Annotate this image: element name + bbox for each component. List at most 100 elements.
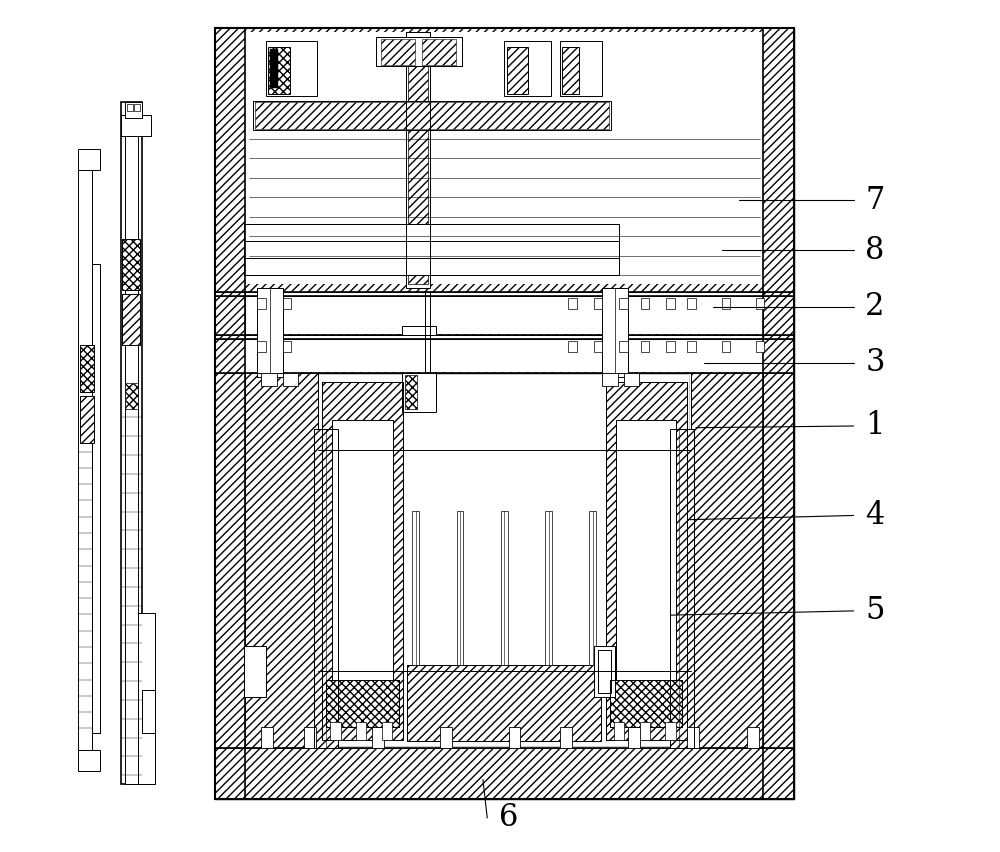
Bar	[666, 298, 675, 309]
Bar	[245, 373, 318, 748]
Bar	[407, 665, 601, 741]
Bar	[283, 341, 291, 352]
Bar	[215, 339, 794, 373]
Bar	[756, 341, 764, 352]
Bar	[283, 298, 291, 309]
Bar	[687, 341, 696, 352]
Bar	[507, 47, 528, 94]
Text: 8: 8	[865, 235, 885, 266]
Bar	[568, 298, 577, 309]
Bar	[330, 722, 341, 740]
Bar	[244, 646, 266, 697]
Bar	[722, 341, 730, 352]
Bar	[756, 298, 764, 309]
Bar	[255, 102, 609, 129]
Bar	[376, 37, 462, 66]
Bar	[619, 298, 628, 309]
Bar	[624, 373, 639, 386]
Text: 4: 4	[865, 500, 885, 531]
Bar	[304, 727, 316, 748]
Bar	[215, 28, 794, 799]
Bar	[406, 32, 430, 288]
Bar	[121, 102, 142, 784]
Bar	[747, 727, 759, 748]
Bar	[322, 382, 403, 740]
Bar	[215, 28, 794, 292]
Bar	[602, 288, 628, 377]
Bar	[127, 104, 133, 111]
Bar	[545, 511, 552, 665]
Text: 2: 2	[865, 291, 885, 322]
Bar	[670, 429, 694, 748]
Bar	[215, 28, 245, 799]
Bar	[257, 298, 266, 309]
Bar	[376, 37, 462, 66]
Bar	[215, 28, 245, 799]
Bar	[402, 373, 436, 412]
Bar	[687, 298, 696, 309]
Bar	[666, 341, 675, 352]
Bar	[244, 79, 764, 748]
Bar	[322, 382, 403, 740]
Bar	[504, 41, 551, 96]
Bar	[407, 665, 601, 741]
Bar	[381, 39, 415, 65]
Bar	[270, 49, 278, 88]
Bar	[318, 373, 691, 748]
Bar	[356, 722, 366, 740]
Bar	[598, 650, 611, 693]
Text: 6: 6	[499, 803, 518, 833]
Bar	[80, 396, 94, 443]
Bar	[319, 375, 689, 746]
Bar	[215, 296, 794, 335]
Bar	[319, 375, 689, 746]
Bar	[125, 102, 138, 784]
Bar	[610, 680, 682, 727]
Bar	[215, 748, 794, 799]
Bar	[763, 28, 794, 799]
Bar	[562, 47, 579, 94]
Bar	[122, 239, 140, 290]
Bar	[78, 149, 100, 170]
Bar	[691, 373, 763, 748]
Bar	[422, 39, 456, 65]
Bar	[138, 613, 155, 784]
Bar	[372, 727, 384, 748]
Bar	[244, 224, 619, 275]
Bar	[405, 375, 417, 409]
Bar	[640, 722, 650, 740]
Bar	[257, 288, 283, 377]
Bar	[215, 28, 794, 799]
Bar	[314, 429, 338, 748]
Bar	[614, 722, 624, 740]
Bar	[215, 339, 794, 373]
Bar	[412, 511, 419, 665]
Bar	[501, 511, 508, 665]
Bar	[670, 429, 694, 748]
Text: 3: 3	[865, 348, 885, 378]
Bar	[268, 47, 290, 94]
Bar	[408, 41, 428, 284]
Bar	[509, 727, 520, 748]
Bar	[616, 420, 676, 705]
Bar	[283, 373, 298, 386]
Bar	[121, 115, 151, 136]
Bar	[257, 341, 266, 352]
Bar	[589, 511, 596, 665]
Bar	[722, 298, 730, 309]
Bar	[261, 727, 273, 748]
Bar	[78, 750, 100, 771]
Bar	[122, 294, 140, 345]
Bar	[78, 170, 92, 750]
Bar	[457, 511, 463, 665]
Bar	[125, 102, 142, 118]
Bar	[215, 28, 794, 292]
Bar	[142, 690, 155, 733]
Bar	[314, 429, 338, 748]
Bar	[332, 420, 393, 705]
Bar	[134, 104, 140, 111]
Bar	[628, 727, 640, 748]
Bar	[326, 680, 399, 727]
Bar	[261, 373, 277, 386]
Bar	[594, 298, 602, 309]
